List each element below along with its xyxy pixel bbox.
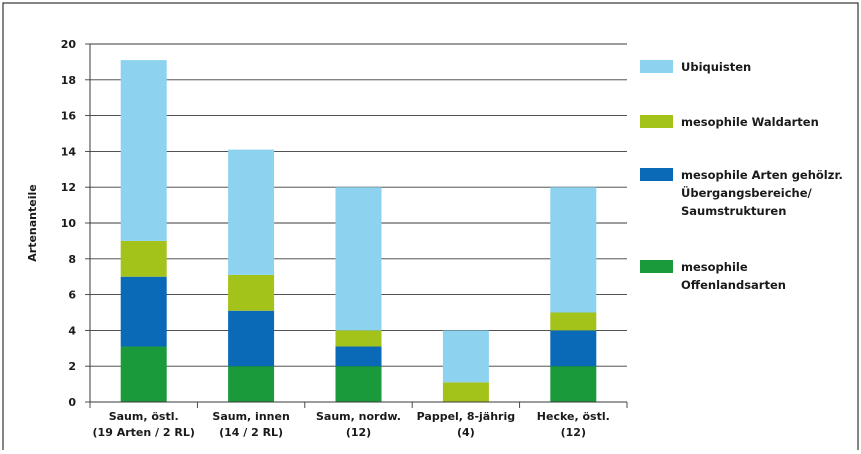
bar-segment <box>120 346 167 402</box>
legend-swatch <box>640 115 673 128</box>
bar-segment <box>228 149 275 275</box>
legend-label: mesophile <box>681 260 748 274</box>
bar-segment <box>120 276 167 347</box>
y-tick-label: 18 <box>61 74 76 87</box>
x-tick-label: Saum, nordw. <box>316 410 401 423</box>
bar-segment <box>335 366 382 402</box>
y-tick-label: 20 <box>61 38 77 51</box>
legend-label: mesophile Arten gehölzr. <box>681 168 843 182</box>
y-tick-label: 4 <box>68 324 76 337</box>
legend-swatch <box>640 260 673 273</box>
bar-segment <box>120 60 167 241</box>
bar-segment <box>550 187 597 313</box>
y-tick-label: 6 <box>68 289 76 302</box>
y-tick-label: 8 <box>68 253 76 266</box>
y-tick-label: 14 <box>61 145 77 158</box>
x-tick-label: Pappel, 8-jährig <box>417 410 516 423</box>
legend-label: Ubiquisten <box>681 60 751 74</box>
bar-segment <box>442 382 489 402</box>
legend-label: Offenlandsarten <box>681 278 786 292</box>
bar-segment <box>335 187 382 331</box>
bar-segment <box>335 330 382 347</box>
y-tick-label: 0 <box>68 396 76 409</box>
x-tick-label: (4) <box>457 426 475 439</box>
y-tick-label: 16 <box>61 110 77 123</box>
y-tick-label: 12 <box>61 181 76 194</box>
y-axis-label: Artenanteile <box>26 184 39 261</box>
bar-segment <box>442 330 489 383</box>
x-tick-label: (12) <box>561 426 586 439</box>
x-tick-label: Saum, östl. <box>109 410 179 423</box>
legend-label: mesophile Waldarten <box>681 115 819 129</box>
x-tick-label: (19 Arten / 2 RL) <box>93 426 195 439</box>
legend: Ubiquisten mesophile Waldarten mesophile A… <box>640 60 843 292</box>
axes <box>85 43 628 408</box>
bar-segment <box>228 274 275 311</box>
bars <box>120 60 597 402</box>
legend-label: Übergangsbereiche/ <box>681 185 813 200</box>
x-tick-label: Hecke, östl. <box>537 410 610 423</box>
axis-labels: 0 2 4 6 8 10 12 14 16 18 20 Artenanteile Saum, östl.… <box>26 38 610 439</box>
bar-segment <box>335 346 382 367</box>
x-tick-label: (14 / 2 RL) <box>219 426 283 439</box>
bar-segment <box>228 366 275 402</box>
legend-swatch <box>640 60 673 73</box>
x-tick-label: Saum, innen <box>212 410 289 423</box>
bar-segment <box>550 366 597 402</box>
bar-segment <box>120 240 167 277</box>
bar-segment <box>228 310 275 367</box>
bar-segment <box>550 330 597 367</box>
legend-swatch <box>640 168 673 181</box>
y-tick-label: 10 <box>61 217 77 230</box>
legend-label: Saumstrukturen <box>681 204 786 218</box>
y-tick-label: 2 <box>68 360 76 373</box>
x-tick-label: (12) <box>346 426 371 439</box>
bar-segment <box>550 312 597 331</box>
